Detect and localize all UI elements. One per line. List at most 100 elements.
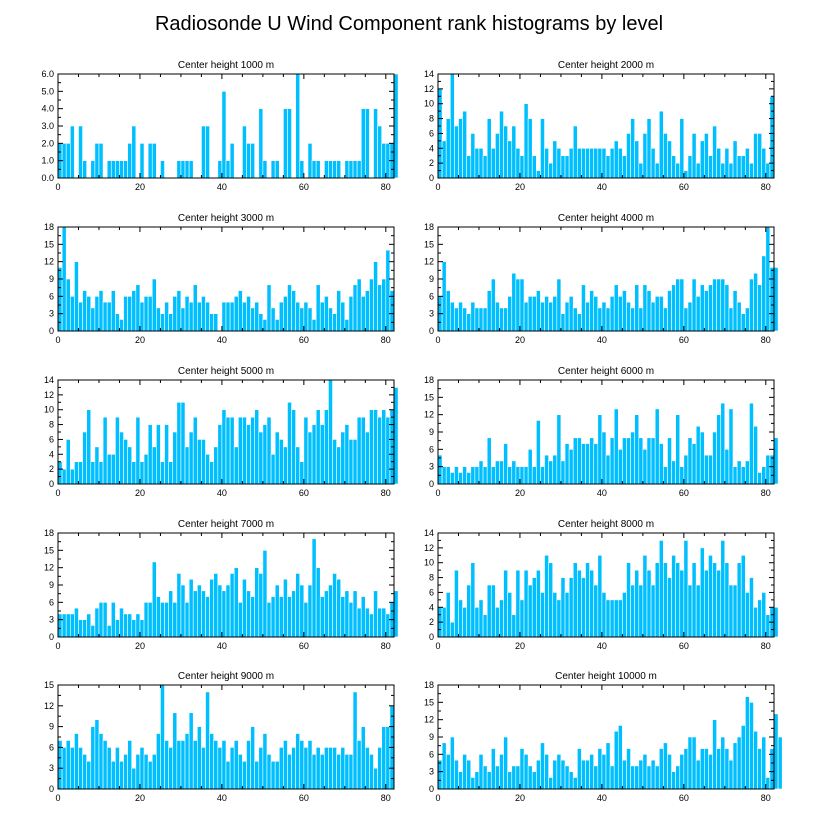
histogram-bar [106, 160, 112, 179]
histogram-bar [515, 466, 521, 485]
histogram-bar [254, 409, 260, 485]
histogram-bar [201, 747, 206, 790]
histogram-bar [503, 307, 508, 332]
histogram-bar [695, 425, 701, 485]
histogram-bar [765, 614, 771, 638]
histogram-bar [365, 747, 370, 790]
histogram-bar [225, 416, 231, 485]
histogram-bar [344, 319, 350, 332]
histogram-bar [740, 466, 746, 485]
histogram-bar [622, 437, 627, 485]
histogram-bar [110, 453, 116, 485]
histogram-bar [687, 584, 693, 638]
histogram-bar [201, 590, 206, 638]
histogram-bar [242, 301, 247, 332]
histogram-bar [168, 590, 174, 638]
y-tick-label: 4.0 [41, 104, 54, 114]
histogram-bar [360, 296, 366, 332]
histogram-bar [78, 619, 83, 638]
histogram-bar [65, 740, 71, 790]
histogram-bar [552, 759, 558, 790]
histogram-bar [74, 261, 79, 332]
histogram-bar [69, 747, 75, 790]
y-tick-label: 3 [49, 763, 54, 773]
histogram-bar [156, 596, 161, 638]
histogram-bar [377, 607, 383, 638]
histogram-bar [650, 301, 656, 332]
histogram-bar [757, 599, 763, 638]
histogram-bar [724, 449, 730, 485]
histogram-bar [556, 414, 562, 485]
histogram-bar [536, 290, 541, 332]
x-tick-label: 0 [435, 335, 440, 345]
y-tick-label: 12 [424, 715, 434, 725]
histogram-bar [503, 569, 508, 638]
histogram-bar [486, 290, 492, 332]
histogram-bar [332, 573, 337, 638]
histogram-bar [123, 160, 128, 179]
histogram-bar [237, 290, 243, 332]
histogram-bar [274, 760, 280, 790]
histogram-bar [622, 592, 627, 638]
histogram-bar [131, 290, 137, 332]
histogram-bar [151, 278, 157, 332]
histogram-bar [360, 726, 366, 790]
histogram-panel: Center height 4000 m 0 20 40 60 80 0 3 6 9 12 15 18 [424, 213, 779, 345]
histogram-panel: Center height 2000 m 0 20 40 60 80 0 2 4 6 8 10 12 14 [424, 60, 775, 192]
histogram-bar [626, 562, 631, 638]
histogram-bar [544, 147, 549, 179]
histogram-bar [724, 748, 730, 790]
y-tick-label: 2.0 [41, 138, 54, 148]
histogram-bar [585, 759, 590, 790]
histogram-bar [180, 740, 186, 790]
histogram-bar [765, 777, 771, 790]
histogram-bar [761, 255, 767, 332]
histogram-bar [630, 584, 635, 638]
histogram-bar [278, 596, 284, 638]
histogram-bar [168, 747, 174, 790]
histogram-bar [761, 736, 767, 790]
histogram-bar [511, 272, 517, 332]
histogram-bar [115, 313, 120, 332]
histogram-bar [679, 466, 685, 485]
x-tick-label: 0 [435, 793, 440, 803]
histogram-bar [127, 740, 133, 790]
x-tick-label: 60 [679, 182, 689, 192]
histogram-bar [732, 742, 738, 790]
histogram-bar [160, 313, 165, 332]
histogram-bar [102, 740, 108, 790]
histogram-bar [462, 110, 467, 179]
histogram-bar [507, 296, 513, 332]
histogram-bar [720, 402, 726, 485]
histogram-bar [254, 301, 260, 332]
histogram-bar [458, 472, 463, 485]
histogram-bar [495, 460, 500, 485]
histogram-bar [324, 409, 329, 485]
histogram-bar [540, 118, 545, 179]
histogram-bar [283, 296, 288, 332]
histogram-bar [262, 319, 268, 332]
y-tick-label: 6 [49, 434, 54, 444]
histogram-bar [369, 754, 374, 790]
histogram-bar [229, 143, 235, 179]
y-tick-label: 18 [424, 375, 434, 385]
histogram-bar [311, 424, 317, 485]
histogram-bar [106, 453, 112, 485]
histogram-bar [769, 267, 775, 332]
histogram-bar [466, 584, 472, 638]
histogram-bar [201, 125, 206, 179]
histogram-bar [507, 140, 513, 179]
histogram-bar [757, 284, 763, 332]
histogram-bar [601, 592, 607, 638]
histogram-bar [716, 414, 722, 485]
histogram-bar [667, 140, 672, 179]
histogram-panel: Center height 7000 m 0 20 40 60 80 0 3 6 9 12 15 18 [44, 519, 399, 651]
histogram-bar [568, 771, 574, 790]
histogram-bar [110, 290, 116, 332]
x-tick-label: 40 [217, 641, 227, 651]
histogram-bar [704, 569, 709, 638]
histogram-bar [266, 284, 272, 332]
y-tick-label: 3 [429, 462, 434, 472]
histogram-bar [258, 431, 264, 485]
y-tick-label: 0 [429, 173, 434, 183]
